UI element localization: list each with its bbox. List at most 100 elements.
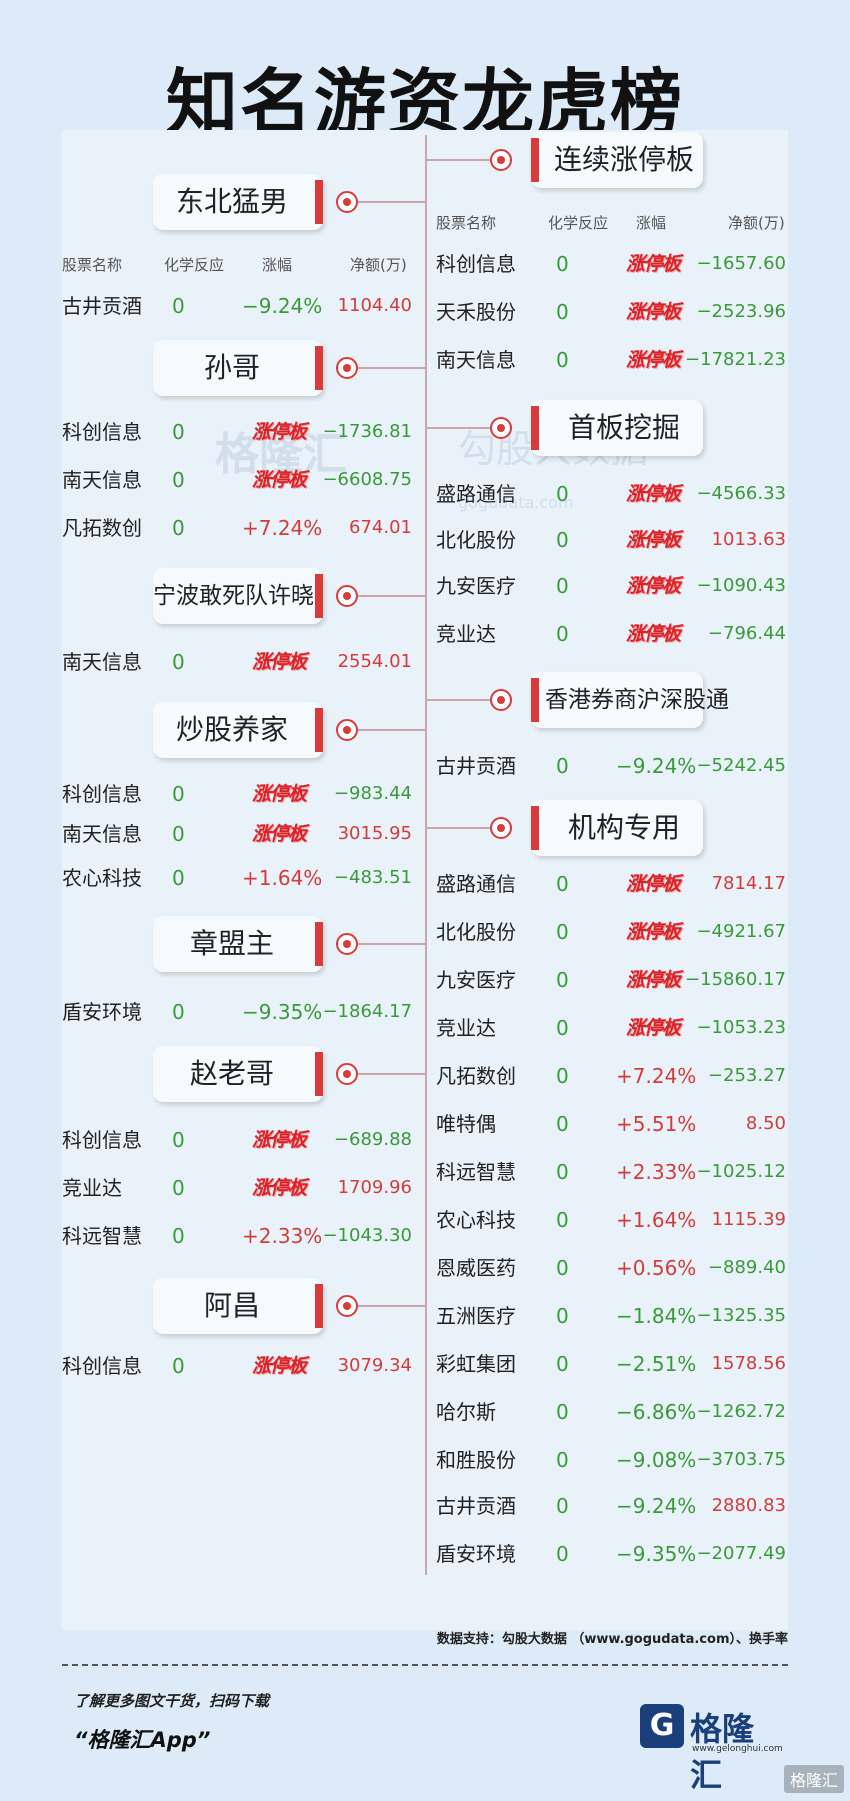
header-pct: 涨幅 — [636, 214, 667, 232]
change-pct: 涨停板 — [252, 823, 307, 845]
stock-row: 彩虹集团 0 −2.51% 1578.56 — [436, 1346, 786, 1382]
net-amount: −1736.81 — [322, 421, 412, 442]
chem-reaction: 0 — [172, 420, 185, 444]
stock-name: 科创信息 — [436, 252, 516, 276]
chem-reaction: 0 — [556, 528, 569, 552]
header-name: 股票名称 — [62, 256, 123, 274]
stock-name: 恩威医药 — [436, 1256, 516, 1280]
tag-accent — [315, 574, 323, 618]
net-amount: −1864.17 — [322, 1001, 412, 1022]
stock-row: 古井贡酒 0 −9.24% −5242.45 — [436, 748, 786, 784]
change-pct: 涨停板 — [626, 623, 681, 645]
stock-name: 唯特偶 — [436, 1112, 496, 1136]
tag-accent — [315, 922, 323, 966]
connector-dot — [336, 357, 358, 379]
stock-name: 和胜股份 — [436, 1448, 516, 1472]
connector-dot — [336, 933, 358, 955]
change-pct: 涨停板 — [626, 301, 681, 323]
net-amount: −983.44 — [333, 783, 412, 804]
tag-accent — [531, 806, 539, 850]
investor-name: 首板挖掘 — [567, 411, 680, 444]
chem-reaction: 0 — [556, 1208, 569, 1232]
header-chem: 化学反应 — [164, 256, 225, 274]
change-pct: 涨停板 — [626, 873, 681, 895]
center-divider — [425, 135, 427, 1575]
net-amount: 3079.34 — [337, 1355, 412, 1376]
change-pct: 涨停板 — [252, 1129, 307, 1151]
net-amount: −15860.17 — [685, 969, 786, 990]
net-amount: 1709.96 — [337, 1177, 412, 1198]
stock-name: 北化股份 — [436, 528, 516, 552]
chem-reaction: 0 — [172, 782, 185, 806]
header-name: 股票名称 — [436, 214, 497, 232]
change-pct: −9.24% — [616, 754, 697, 778]
stock-name: 盾安环境 — [62, 1000, 142, 1024]
net-amount: 1013.63 — [711, 529, 786, 550]
net-amount: −1025.12 — [696, 1161, 786, 1182]
tag-accent — [315, 180, 323, 224]
stock-name: 科远智慧 — [62, 1224, 142, 1248]
stock-name: 天禾股份 — [436, 300, 516, 324]
investor-tag: 章盟主 — [153, 916, 323, 972]
stock-name: 南天信息 — [436, 348, 516, 372]
net-amount: 1115.39 — [711, 1209, 786, 1230]
investor-tag: 赵老哥 — [153, 1046, 323, 1102]
connector-dot — [336, 191, 358, 213]
stock-name: 五洲医疗 — [436, 1304, 516, 1328]
tag-accent — [315, 1284, 323, 1328]
chem-reaction: 0 — [556, 1400, 569, 1424]
net-amount: −689.88 — [333, 1129, 412, 1150]
tag-accent — [315, 708, 323, 752]
connector-line — [358, 1073, 425, 1075]
stock-name: 彩虹集团 — [436, 1352, 516, 1376]
change-pct: 涨停板 — [252, 1177, 307, 1199]
footer-text: 了解更多图文干货，扫码下载 — [74, 1692, 270, 1710]
connector-line — [358, 1305, 425, 1307]
investor-tag: 首板挖掘 — [531, 400, 703, 456]
change-pct: 涨停板 — [626, 969, 681, 991]
stock-name: 北化股份 — [436, 920, 516, 944]
net-amount: 2880.83 — [711, 1495, 786, 1516]
net-amount: −2523.96 — [696, 301, 786, 322]
connector-dot — [336, 719, 358, 741]
stock-row: 竞业达 0 涨停板 −1053.23 — [436, 1010, 786, 1046]
investor-tag: 宁波敢死队许晓 — [153, 568, 323, 624]
tag-accent — [315, 1052, 323, 1096]
watermark-url: gogudata.com — [458, 493, 574, 512]
connector-dot — [490, 689, 512, 711]
net-amount: 1104.40 — [337, 295, 412, 316]
change-pct: −6.86% — [616, 1400, 697, 1424]
investor-name: 炒股养家 — [175, 713, 288, 746]
chem-reaction: 0 — [172, 468, 185, 492]
stock-name: 南天信息 — [62, 650, 142, 674]
change-pct: 涨停板 — [626, 1017, 681, 1039]
change-pct: −9.08% — [616, 1448, 697, 1472]
header-amt: 净额(万) — [728, 214, 785, 232]
stock-row: 唯特偶 0 +5.51% 8.50 — [436, 1106, 786, 1142]
stock-name: 古井贡酒 — [436, 754, 516, 778]
net-amount: −796.44 — [707, 623, 786, 644]
investor-name: 连续涨停板 — [553, 143, 694, 176]
chem-reaction: 0 — [172, 516, 185, 540]
stock-name: 古井贡酒 — [62, 294, 142, 318]
investor-tag: 东北猛男 — [153, 174, 323, 230]
investor-name: 机构专用 — [567, 811, 680, 844]
stock-row: 九安医疗 0 涨停板 −15860.17 — [436, 962, 786, 998]
change-pct: −9.24% — [242, 294, 323, 318]
connector-line — [358, 729, 425, 731]
change-pct: 涨停板 — [626, 921, 681, 943]
net-amount: −3703.75 — [696, 1449, 786, 1470]
connector-line — [358, 943, 425, 945]
connector-line — [427, 159, 490, 161]
stock-name: 盾安环境 — [436, 1542, 516, 1566]
investor-tag: 炒股养家 — [153, 702, 323, 758]
stock-row: 科远智慧 0 +2.33% −1025.12 — [436, 1154, 786, 1190]
net-amount: 8.50 — [745, 1113, 786, 1134]
stock-row: 古井贡酒 0 −9.24% 1104.40 — [62, 288, 412, 324]
connector-line — [427, 699, 490, 701]
net-amount: 674.01 — [349, 517, 412, 538]
column-header: 股票名称 化学反应 涨幅 净额(万) — [62, 254, 412, 278]
chem-reaction: 0 — [172, 1354, 185, 1378]
chem-reaction: 0 — [556, 252, 569, 276]
stock-row: 盾安环境 0 −9.35% −1864.17 — [62, 994, 412, 1030]
